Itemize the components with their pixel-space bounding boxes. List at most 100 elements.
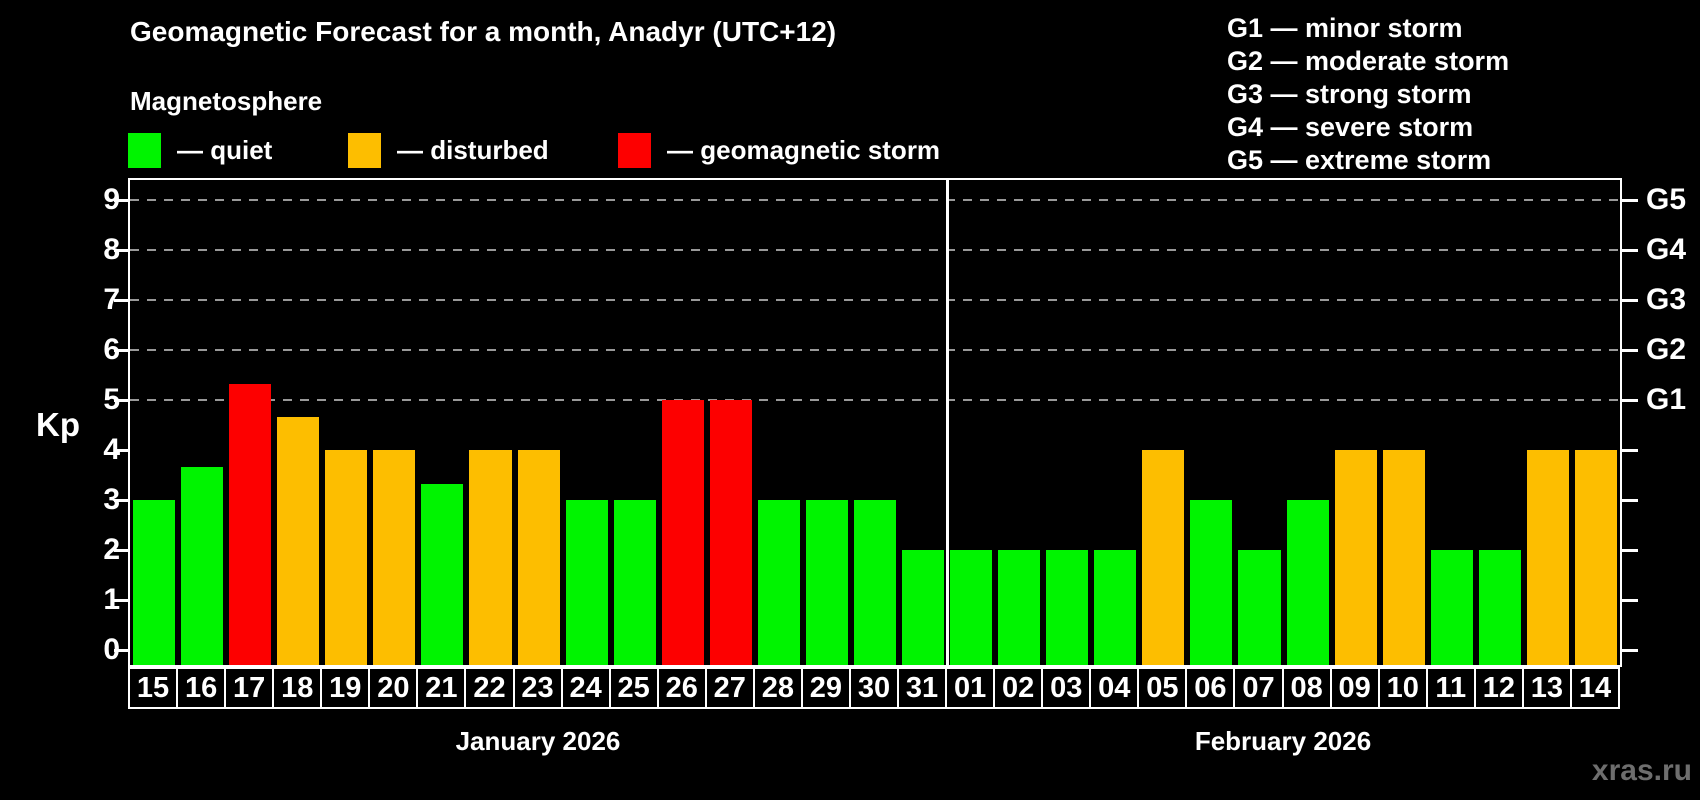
day-label-feb-06: 06 (1185, 667, 1236, 709)
kp-bar-feb-06 (1190, 500, 1233, 665)
day-label-feb-01: 01 (945, 667, 996, 709)
g-scale-legend-line-3: G3 — strong storm (1227, 79, 1472, 109)
kp-bar-jan-30 (853, 500, 897, 665)
disturbed-color-swatch-icon (348, 133, 381, 168)
day-label-feb-02: 02 (993, 667, 1044, 709)
day-label-feb-09: 09 (1329, 667, 1380, 709)
day-label-feb-12: 12 (1473, 667, 1524, 709)
kp-tick-label-0: 0 (103, 633, 120, 666)
left-tick-kp4 (114, 449, 130, 452)
quiet-color-swatch-icon (128, 133, 161, 168)
month-separator-line (945, 180, 949, 665)
kp-bar-jan-21 (421, 483, 464, 665)
right-tick-kp2 (1622, 549, 1638, 552)
right-tick-kp4 (1622, 449, 1638, 452)
gridline-kp9 (130, 199, 1620, 201)
left-tick-kp8 (114, 249, 130, 252)
day-label-jan-18: 18 (272, 667, 323, 709)
kp-bar-jan-17 (229, 383, 272, 665)
left-tick-kp9 (114, 199, 130, 202)
g-scale-legend: G1 — minor storm G2 — moderate storm G3 — … (1227, 12, 1509, 177)
kp-bar-jan-23 (517, 450, 560, 665)
right-tick-kp3 (1622, 499, 1638, 502)
storm-color-swatch-icon (618, 133, 651, 168)
gridline-kp8 (130, 249, 1620, 251)
left-tick-kp1 (114, 599, 130, 602)
day-label-feb-03: 03 (1041, 667, 1092, 709)
right-tick-kp0 (1622, 649, 1638, 652)
day-label-feb-10: 10 (1377, 667, 1428, 709)
kp-bar-feb-14 (1574, 450, 1617, 665)
kp-tick-label-4: 4 (103, 433, 120, 466)
kp-tick-label-1: 1 (103, 583, 120, 616)
kp-bar-jan-18 (277, 416, 320, 665)
left-tick-kp0 (114, 649, 130, 652)
kp-bar-feb-11 (1430, 550, 1473, 665)
legend-item-disturbed: — disturbed (348, 133, 549, 168)
gridline-kp7 (130, 299, 1620, 301)
kp-bar-jan-19 (325, 450, 368, 665)
day-label-feb-07: 07 (1233, 667, 1284, 709)
kp-tick-label-8: 8 (103, 233, 120, 266)
left-tick-kp7 (114, 299, 130, 302)
kp-tick-label-5: 5 (103, 383, 120, 416)
g-tick-label-g4: G4 (1646, 233, 1687, 266)
g-tick-label-g1: G1 (1646, 383, 1687, 416)
kp-bar-feb-04 (1094, 550, 1137, 665)
day-label-jan-23: 23 (512, 667, 563, 709)
day-label-feb-13: 13 (1521, 667, 1572, 709)
day-label-jan-22: 22 (464, 667, 515, 709)
kp-bar-jan-22 (469, 450, 512, 665)
left-tick-kp3 (114, 499, 130, 502)
g-scale-legend-line-1: G1 — minor storm (1227, 13, 1463, 43)
kp-tick-label-7: 7 (103, 283, 120, 316)
day-label-jan-15: 15 (128, 667, 179, 709)
right-tick-kp9 (1622, 199, 1638, 202)
g-tick-label-g5: G5 (1646, 183, 1687, 216)
day-label-jan-31: 31 (897, 667, 948, 709)
kp-bar-jan-15 (133, 500, 176, 665)
kp-tick-label-9: 9 (103, 183, 120, 216)
day-label-jan-20: 20 (368, 667, 419, 709)
right-tick-kp8 (1622, 249, 1638, 252)
kp-bar-feb-07 (1238, 550, 1281, 665)
kp-bar-jan-16 (181, 466, 224, 665)
legend-label-disturbed: — disturbed (397, 135, 549, 165)
kp-bar-jan-25 (613, 500, 656, 665)
left-tick-kp6 (114, 349, 130, 352)
kp-bar-jan-26 (661, 400, 704, 665)
kp-bar-feb-02 (998, 550, 1041, 665)
legend-label-quiet: — quiet (177, 135, 273, 165)
day-label-jan-28: 28 (752, 667, 803, 709)
right-tick-kp5 (1622, 399, 1638, 402)
kp-bar-feb-13 (1526, 450, 1569, 665)
left-tick-kp5 (114, 399, 130, 402)
legend-label-storm: — geomagnetic storm (667, 135, 941, 165)
right-tick-kp1 (1622, 599, 1638, 602)
g-scale-legend-line-2: G2 — moderate storm (1227, 46, 1510, 76)
kp-bar-jan-29 (805, 500, 848, 665)
xras-watermark-link[interactable]: xras.ru (1591, 754, 1692, 787)
kp-axis-label: Kp (36, 406, 80, 443)
g-scale-legend-line-5: G5 — extreme storm (1227, 145, 1492, 175)
kp-bar-feb-05 (1142, 450, 1185, 665)
kp-bar-jan-31 (902, 550, 945, 665)
left-tick-kp2 (114, 549, 130, 552)
g-tick-label-g2: G2 (1646, 333, 1687, 366)
right-tick-kp6 (1622, 349, 1638, 352)
kp-bar-jan-24 (565, 500, 608, 665)
gridline-kp6 (130, 349, 1620, 351)
day-label-feb-11: 11 (1425, 667, 1476, 709)
day-label-feb-08: 08 (1281, 667, 1332, 709)
kp-bar-feb-12 (1478, 550, 1521, 665)
day-label-jan-16: 16 (176, 667, 227, 709)
kp-bar-feb-08 (1286, 500, 1329, 665)
day-label-jan-29: 29 (800, 667, 851, 709)
page-title: Geomagnetic Forecast for a month, Anadyr… (130, 16, 837, 47)
g-scale-legend-line-4: G4 — severe storm (1227, 112, 1474, 142)
kp-tick-label-3: 3 (103, 483, 120, 516)
day-label-jan-17: 17 (224, 667, 275, 709)
day-label-jan-30: 30 (848, 667, 900, 709)
kp-tick-label-2: 2 (103, 533, 120, 566)
